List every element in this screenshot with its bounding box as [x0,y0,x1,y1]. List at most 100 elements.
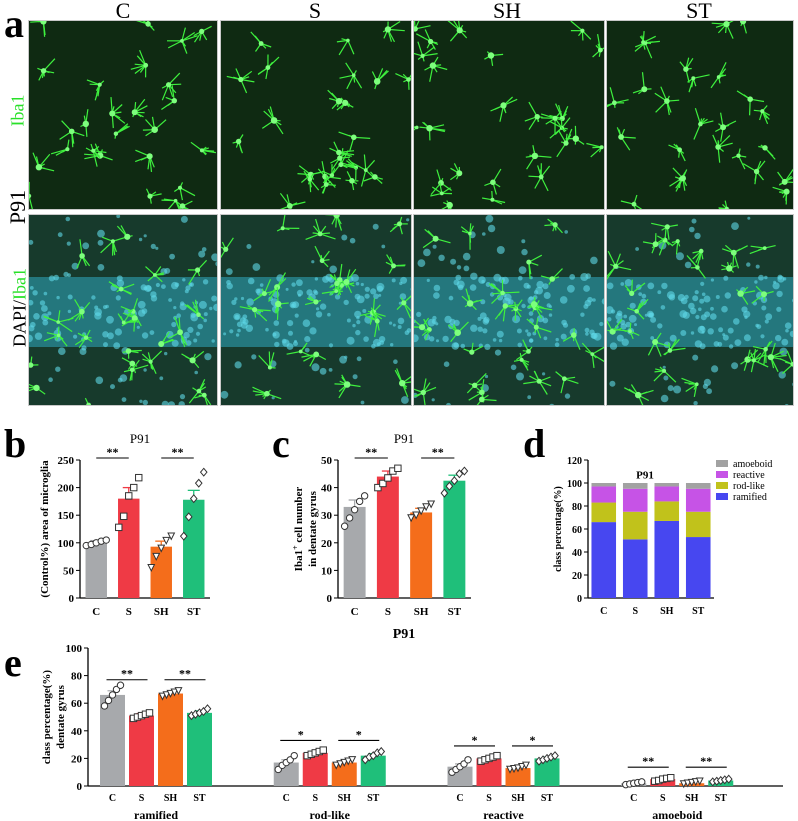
chart-b-significance-label: ** [172,445,184,459]
chart-d: d 0 20 40 60 80 100 120 class percentage(%) C S SH S… [523,421,772,617]
chart-c-data-point [417,507,426,516]
chart-e-data-point [319,746,327,754]
chart-e-x-tick-label: C [283,793,290,804]
chart-c-y-label-line2: in dentate gyrus [307,490,319,567]
chart-e-y-tick-label: 100 [66,643,83,655]
column-header-c: C [115,0,131,23]
chart-e-bar-reactive [505,768,531,786]
chart-c-y-tick-label: 30 [321,510,333,522]
chart-d-title: P91 [636,469,654,481]
chart-d-y-tick-label: 100 [567,479,582,490]
chart-e-bar-rod-like [331,762,357,786]
chart-c-y-tick-label: 10 [321,565,333,577]
chart-d-bar-segment-ramified [591,522,617,598]
chart-e-data-point [158,692,167,701]
chart-b-data-point [147,563,156,572]
chart-b-data-point [184,512,193,522]
chart-b-y-tick-label: 0 [69,593,75,605]
chart-e-x-tick-label: ST [541,793,554,804]
chart-e-data-point [162,691,171,700]
chart-b-data-point [135,473,143,482]
chart-e-y-tick-label: 60 [71,698,83,710]
chart-c-data-point [445,481,454,491]
chart-d-bar-segment-rod-like [685,511,711,538]
chart-e-data-point [332,761,341,770]
chart-e-group-label-rod-like: rod-like [310,808,351,821]
chart-e-y-label-line2: dentate gyrus [55,684,67,749]
dapi-iba1-image-c [28,214,218,406]
chart-c: c P91 0 10 20 30 40 50 Iba1+ cell number in denta… [272,421,471,618]
chart-b-data-point [199,467,208,477]
chart-b-data-point [194,478,203,488]
chart-e-data-point [517,762,527,771]
chart-e-data-point [638,778,646,786]
panel-e-letter: e [4,640,22,685]
chart-e-title: P91 [393,627,416,642]
chart-e-data-point [724,774,733,784]
chart-b-x-tick-label: C [92,606,100,618]
chart-d-y-tick-label: 40 [572,548,582,559]
chart-e-group-label-reactive: reactive [483,808,524,821]
chart-e-significance-label: ** [642,754,654,768]
chart-c-bar [443,480,466,598]
chart-b-y-tick-label: 100 [58,538,75,550]
chart-b-data-point [115,523,123,532]
chart-e-bar-ramified [129,715,154,786]
chart-e-x-tick-label: SH [338,793,352,804]
chart-b-bar [183,499,205,598]
chart-d-legend-swatch-ramified [716,493,728,500]
chart-e-y-label-line1: class percentage(%) [41,670,53,765]
chart-c-data-point [374,483,382,492]
chart-e-data-point [377,746,386,757]
panel-c-letter: c [272,421,290,466]
iba1-image-s [220,20,412,210]
chart-d-y-tick-label: 60 [572,525,582,536]
chart-b-data-point [120,512,128,521]
chart-c-data-point [450,476,459,486]
chart-c-y-label-iba1: Iba1 [293,550,305,571]
chart-e-data-point [551,751,559,761]
panel-d-letter: d [523,421,545,466]
chart-c-significance-label: ** [432,445,444,459]
chart-d-legend-label-ramified: ramified [733,492,767,503]
dapi-iba1-image-s [220,214,412,406]
chart-c-bar [376,476,399,598]
chart-e-bar-ramified [100,694,125,786]
chart-e-data-point [336,760,345,769]
chart-d-bar-segment-amoeboid [654,483,680,487]
dapi-iba1-image-st [606,214,794,406]
chart-e-data-point [108,691,117,699]
chart-d-x-tick-label: S [632,606,638,617]
chart-e-data-point [174,687,183,696]
iba1-image-sh [413,20,605,210]
chart-e-significance-label: ** [179,667,191,681]
chart-d-legend-label-reactive: reactive [733,470,765,481]
chart-c-x-tick-label: C [351,606,359,618]
chart-e-data-point [340,758,349,767]
chart-b-data-point [125,492,133,500]
chart-b-x-tick-label: S [126,606,132,618]
chart-e: e P91 0 20 40 60 80 100 class percentage(%) denta… [4,627,783,821]
chart-d-y-tick-label: 20 [572,571,582,582]
chart-d-bar-segment-ramified [622,539,648,598]
chart-e-significance-label: * [298,727,304,741]
chart-d-bar-segment-ramified [654,520,680,598]
chart-d-y-label: class percentage(%) [553,486,564,572]
chart-c-y-tick-label: 0 [327,593,333,605]
chart-e-bar-ramified [187,712,212,786]
chart-d-legend-swatch-rod-like [716,482,728,489]
chart-b-y-label: (Control%) area of microglia [39,460,51,598]
chart-e-significance-label: * [530,733,536,747]
chart-e-data-point [667,774,675,782]
chart-c-data-point [407,514,416,523]
chart-b-bar [85,542,107,598]
chart-d-bar-segment-rod-like [622,511,648,540]
chart-d-x-tick-label: ST [692,606,705,617]
chart-c-data-point [440,488,449,498]
chart-b-x-tick-label: SH [154,606,169,618]
column-header-sh: SH [492,0,522,23]
chart-b-data-point [179,531,188,541]
chart-e-y-tick-label: 20 [71,753,83,765]
chart-c-data-point [394,464,402,472]
chart-b-title: P91 [130,431,150,446]
